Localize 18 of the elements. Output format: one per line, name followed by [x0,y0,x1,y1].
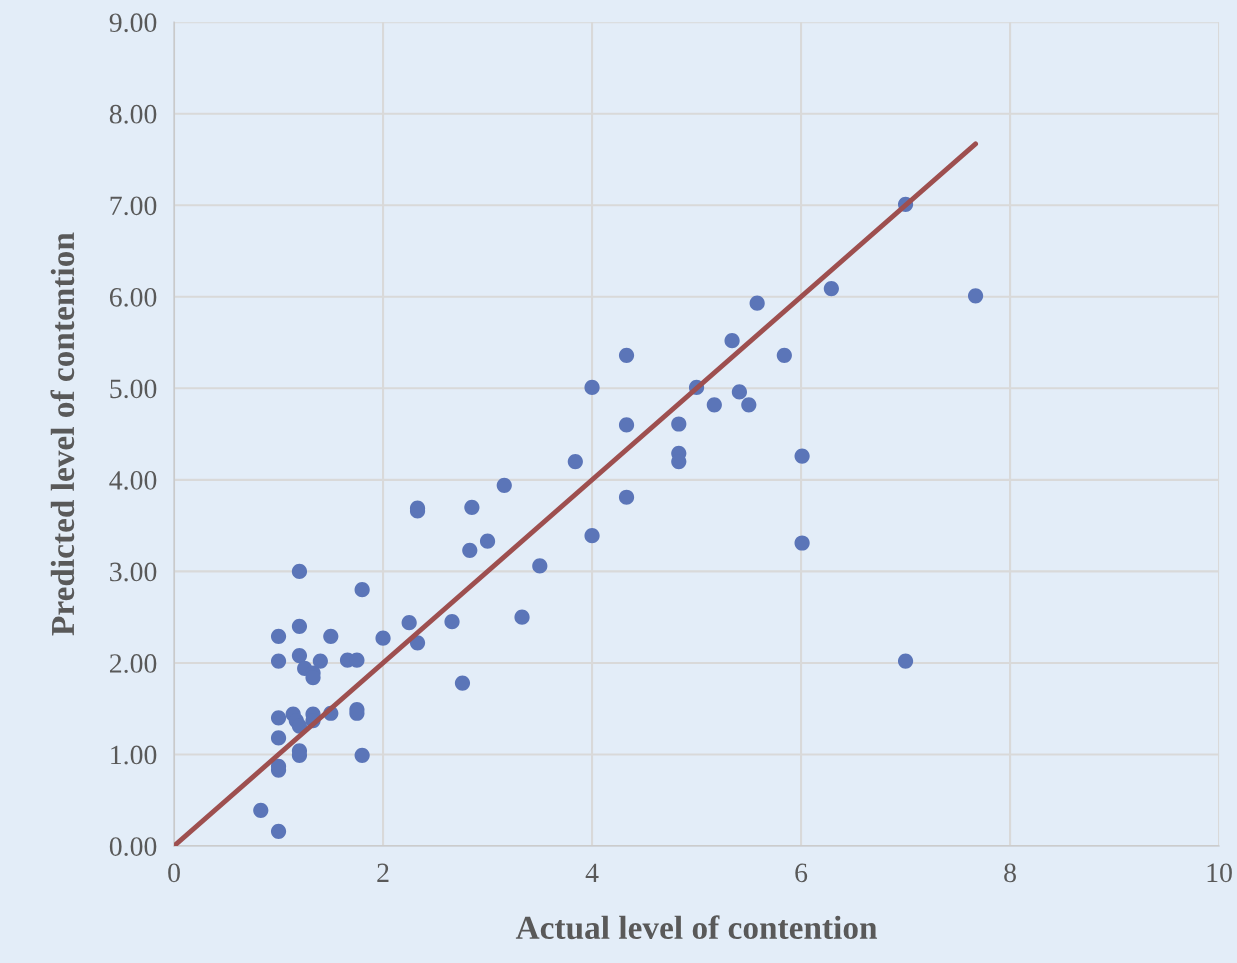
x-tick-label: 2 [377,863,389,882]
y-tick-label: 1.00 [111,745,157,765]
x-tick-label: 10 [1207,863,1232,883]
x-axis-title: Actual level of contention [515,915,878,940]
y-tick-label: 3.00 [110,562,157,582]
y-tick-label: 4.00 [109,471,157,490]
y-tick-label: 8.00 [109,104,157,124]
y-axis-title: Predicted level of contention [50,232,75,636]
y-tick-label: 0.00 [109,837,157,857]
y-tick-label: 2.00 [109,654,157,673]
y-tick-label: 9.00 [109,13,157,33]
y-tick-label: 6.00 [109,287,157,307]
x-tick-label: 0 [168,863,180,883]
x-tick-label: 8 [1004,863,1016,883]
y-tick-label: 5.00 [110,379,157,399]
y-tick-label: 7.00 [110,196,157,216]
x-tick-label: 4 [585,863,599,882]
x-tick-label: 6 [795,863,808,883]
